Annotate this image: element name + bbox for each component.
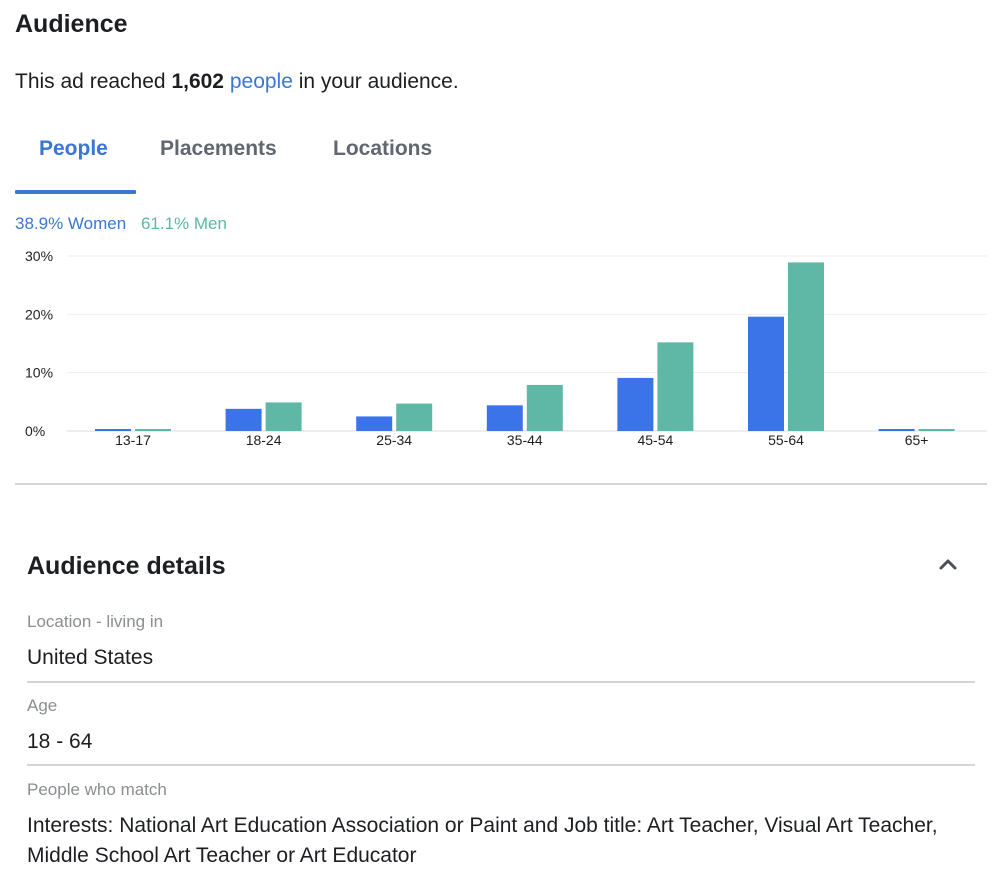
gender-summary: 38.9% Women 61.1% Men [15,214,227,234]
section-divider [15,483,987,485]
y-tick-label: 30% [25,248,53,264]
bar-men-18-24[interactable] [265,402,302,431]
bar-women-25-34[interactable] [356,416,393,431]
x-tick-label: 55-64 [768,432,804,448]
tab-people[interactable]: People [39,137,108,160]
reach-prefix: This ad reached [15,70,166,93]
age-gender-bar-chart: 0% 10% 20% 30% 13-17 18-24 25-34 35-44 45-54 55-6… [25,248,987,448]
x-tick-label: 35-44 [507,432,543,448]
x-tick-label: 18-24 [246,432,282,448]
tab-placements[interactable]: Placements [160,137,277,160]
x-tick-label: 25-34 [376,432,412,448]
y-tick-label: 0% [25,423,45,439]
location-field: Location - living in United States [27,612,975,673]
page-title: Audience [15,10,128,38]
reach-suffix: in your audience. [298,70,459,93]
tab-locations[interactable]: Locations [333,137,433,160]
audience-details-title: Audience details [27,552,226,580]
y-tick-label: 20% [25,306,53,322]
women-percentage: 38.9% Women [15,214,127,233]
bar-women-55-64[interactable] [748,316,784,431]
field-separator [27,764,975,766]
reach-summary: This ad reached 1,602 people in your aud… [15,70,459,94]
x-tick-label: 45-54 [637,432,673,448]
age-value: 18 - 64 [27,730,93,753]
x-tick-label: 65+ [905,432,929,448]
location-value: United States [27,646,154,669]
bar-men-45-54[interactable] [657,342,694,431]
tab-bar: People Placements Locations [15,132,475,194]
y-tick-label: 10% [25,365,53,381]
location-label: Location - living in [27,612,164,631]
reach-count: 1,602 [171,70,224,93]
x-tick-label: 13-17 [115,432,151,448]
bar-men-55-64[interactable] [788,262,824,431]
bar-women-45-54[interactable] [617,377,654,431]
field-separator [27,681,975,683]
bar-men-65+[interactable] [918,429,955,431]
bar-men-25-34[interactable] [396,403,433,431]
people-who-match-value: Interests: National Art Education Associ… [27,814,938,867]
active-tab-indicator [15,190,136,194]
bar-women-13-17[interactable] [95,429,131,431]
bar-men-35-44[interactable] [526,384,563,431]
age-field: Age 18 - 64 [27,696,975,757]
age-label: Age [27,696,58,715]
men-percentage: 61.1% Men [140,214,227,233]
people-who-match-label: People who match [27,780,167,799]
people-who-match-field: People who match Interests: National Art… [27,780,975,871]
bar-women-18-24[interactable] [225,408,262,431]
chevron-up-icon[interactable] [936,552,960,576]
bar-women-65+[interactable] [878,429,915,431]
bar-women-35-44[interactable] [486,405,523,431]
bar-men-13-17[interactable] [135,429,171,431]
people-link[interactable]: people [229,70,293,93]
